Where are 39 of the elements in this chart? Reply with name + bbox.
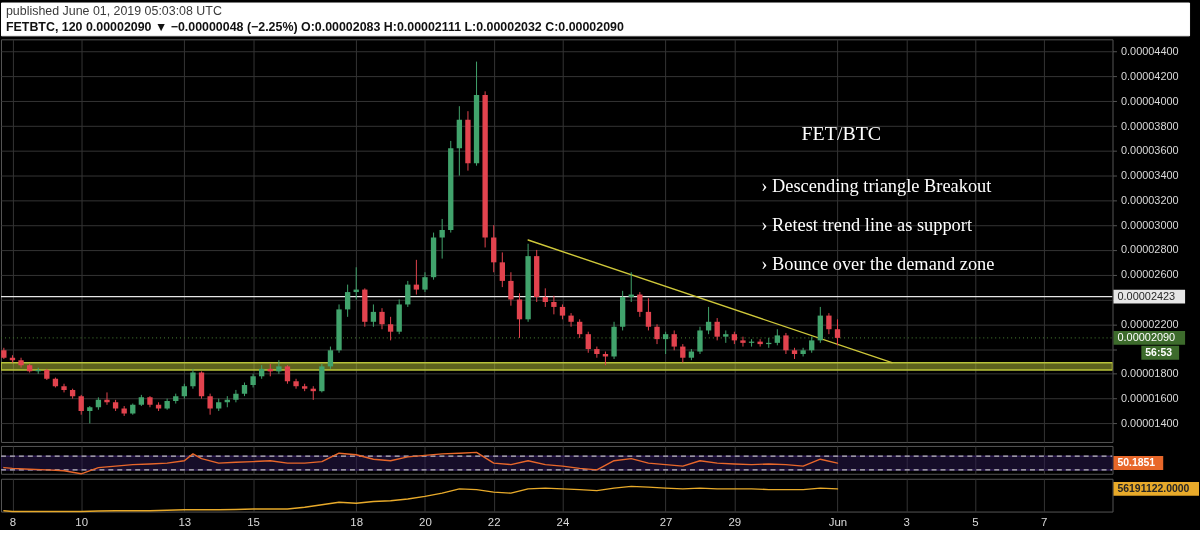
annotation: › Descending triangle Breakout <box>761 176 992 197</box>
y-tick-label: 0.00002600 <box>1120 268 1179 281</box>
chart-subtitle: FETBTC, 120 0.00002090 ▼ −0.00000048 (−2.25%) O:0.00002083 H:0.00002111 L:0.00002032 C:0.00002090 <box>5 20 624 35</box>
x-tick-label: 24 <box>556 515 570 528</box>
y-tick-label: 0.00001800 <box>1120 367 1179 380</box>
x-tick-label: 13 <box>178 515 192 528</box>
y-tick-label: 0.00004200 <box>1120 69 1179 82</box>
x-tick-label: 15 <box>247 515 260 528</box>
y-tick-label: 0.00004000 <box>1120 94 1179 107</box>
chart-title: published June 01, 2019 05:03:08 UTC <box>5 4 222 19</box>
y-tick-label: 0.00002200 <box>1120 317 1179 330</box>
text: 56191122.0000 <box>1117 482 1190 494</box>
x-tick-label: 7 <box>1041 515 1048 528</box>
annotation: FET/BTC <box>801 121 882 144</box>
x-tick-label: 10 <box>75 515 89 528</box>
text: 56:53 <box>1145 346 1173 358</box>
ref-line-label: 0.00002423 <box>1117 289 1176 302</box>
y-tick-label: 0.00004400 <box>1120 45 1179 58</box>
y-tick-label: 0.00003600 <box>1120 144 1179 157</box>
y-tick-label: 0.00002800 <box>1120 243 1179 256</box>
y-tick-label: 0.00003400 <box>1120 169 1179 182</box>
x-tick-label: 29 <box>728 515 742 528</box>
y-tick-label: 0.00001600 <box>1120 392 1179 405</box>
y-tick-label: 0.00001400 <box>1120 416 1179 429</box>
x-tick-label: 3 <box>903 515 910 528</box>
y-tick-label: 0.00003000 <box>1120 218 1179 231</box>
x-tick-label: 27 <box>659 515 673 528</box>
annotation: › Retest trend line as support <box>761 215 973 236</box>
x-tick-label: 20 <box>419 515 432 528</box>
y-tick-label: 0.00003800 <box>1120 119 1179 132</box>
x-tick-label: 5 <box>972 515 979 528</box>
x-tick-label: 8 <box>9 515 17 528</box>
annotation: › Bounce over the demand zone <box>761 254 995 275</box>
x-tick-label: Jun <box>828 515 848 528</box>
y-tick-label: 0.00003200 <box>1120 193 1179 206</box>
x-tick-label: 22 <box>487 515 501 528</box>
ref-line-label: 0.00002090 <box>1117 330 1176 343</box>
text: 50.1851 <box>1117 457 1156 469</box>
x-tick-label: 18 <box>350 515 364 528</box>
